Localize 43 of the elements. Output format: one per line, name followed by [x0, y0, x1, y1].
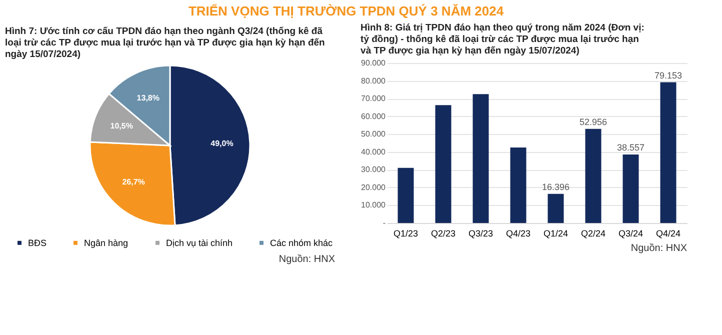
bar [585, 128, 602, 223]
text: Nguồn: HNX [278, 254, 336, 265]
data-label: 49,0% [210, 138, 234, 148]
legend-label: BĐS [28, 238, 47, 248]
x-tick-label: Q4/23 [506, 228, 531, 238]
text: Nguồn: HNX [630, 243, 688, 254]
y-tick-label: 90.000 [361, 58, 386, 68]
chart-title: TRIỂN VỌNG THỊ TRƯỜNG TPDN QUÝ 3 NĂM 2024 [188, 4, 504, 18]
data-label: 10,5% [110, 122, 133, 131]
bar [510, 147, 526, 223]
bar [472, 94, 489, 223]
x-tick-label: Q4/24 [656, 228, 681, 238]
y-tick-label: 40.000 [361, 147, 386, 156]
data-label: 26,7% [122, 178, 145, 187]
legend-label: Các nhóm khác [270, 238, 334, 248]
y-tick-label: 60.000 [361, 112, 386, 121]
y-tick-label: 50.000 [361, 130, 386, 139]
x-tick-label: Q3/23 [468, 228, 494, 238]
data-label: 13,8% [136, 93, 160, 102]
bar [548, 194, 564, 223]
data-label: 38.557 [616, 142, 645, 152]
bar [622, 154, 639, 223]
bar [435, 105, 452, 223]
y-tick-label: 70.000 [361, 94, 386, 104]
x-tick-label: Q2/24 [580, 228, 606, 238]
y-tick-label: 10.000 [361, 200, 386, 210]
x-tick-label: Q3/24 [618, 228, 644, 238]
legend-label: Ngân hàng [84, 238, 128, 248]
chart-title: Hình 8: Giá trị TPDN đáo hạn theo quý trong năm 2024 (Đơn vị: tỷ đồng) - thống kê đã loại trừ các TP được mua lại trước hạn và TP được gia hạn kỳ hạn đến ngày 15/07/2024) [360, 22, 644, 56]
chart-subtitle: Hình 7: Ước tính cơ cấu TPDN đáo hạn theo ngành Q3/24 (thống kê đã loại trừ các TP được mua lại trước hạn và TP được gia hạn kỳ hạn đến ngày 15/07/2024) [5, 26, 326, 60]
y-tick-label: 30.000 [361, 165, 386, 174]
data-label: 52.956 [579, 116, 608, 127]
y-tick-label: - [382, 218, 386, 228]
bar [398, 168, 414, 223]
y-tick-label: 20.000 [361, 182, 386, 192]
y-tick-label: 80.000 [361, 76, 386, 86]
bar [660, 82, 676, 223]
data-label: 16.396 [542, 182, 570, 192]
data-label: 79.153 [654, 70, 682, 80]
x-tick-label: Q2/23 [430, 228, 456, 238]
legend-label: Dịch vụ tài chính [166, 238, 233, 248]
x-tick-label: Q1/24 [543, 228, 568, 238]
x-tick-label: Q1/23 [393, 228, 418, 238]
